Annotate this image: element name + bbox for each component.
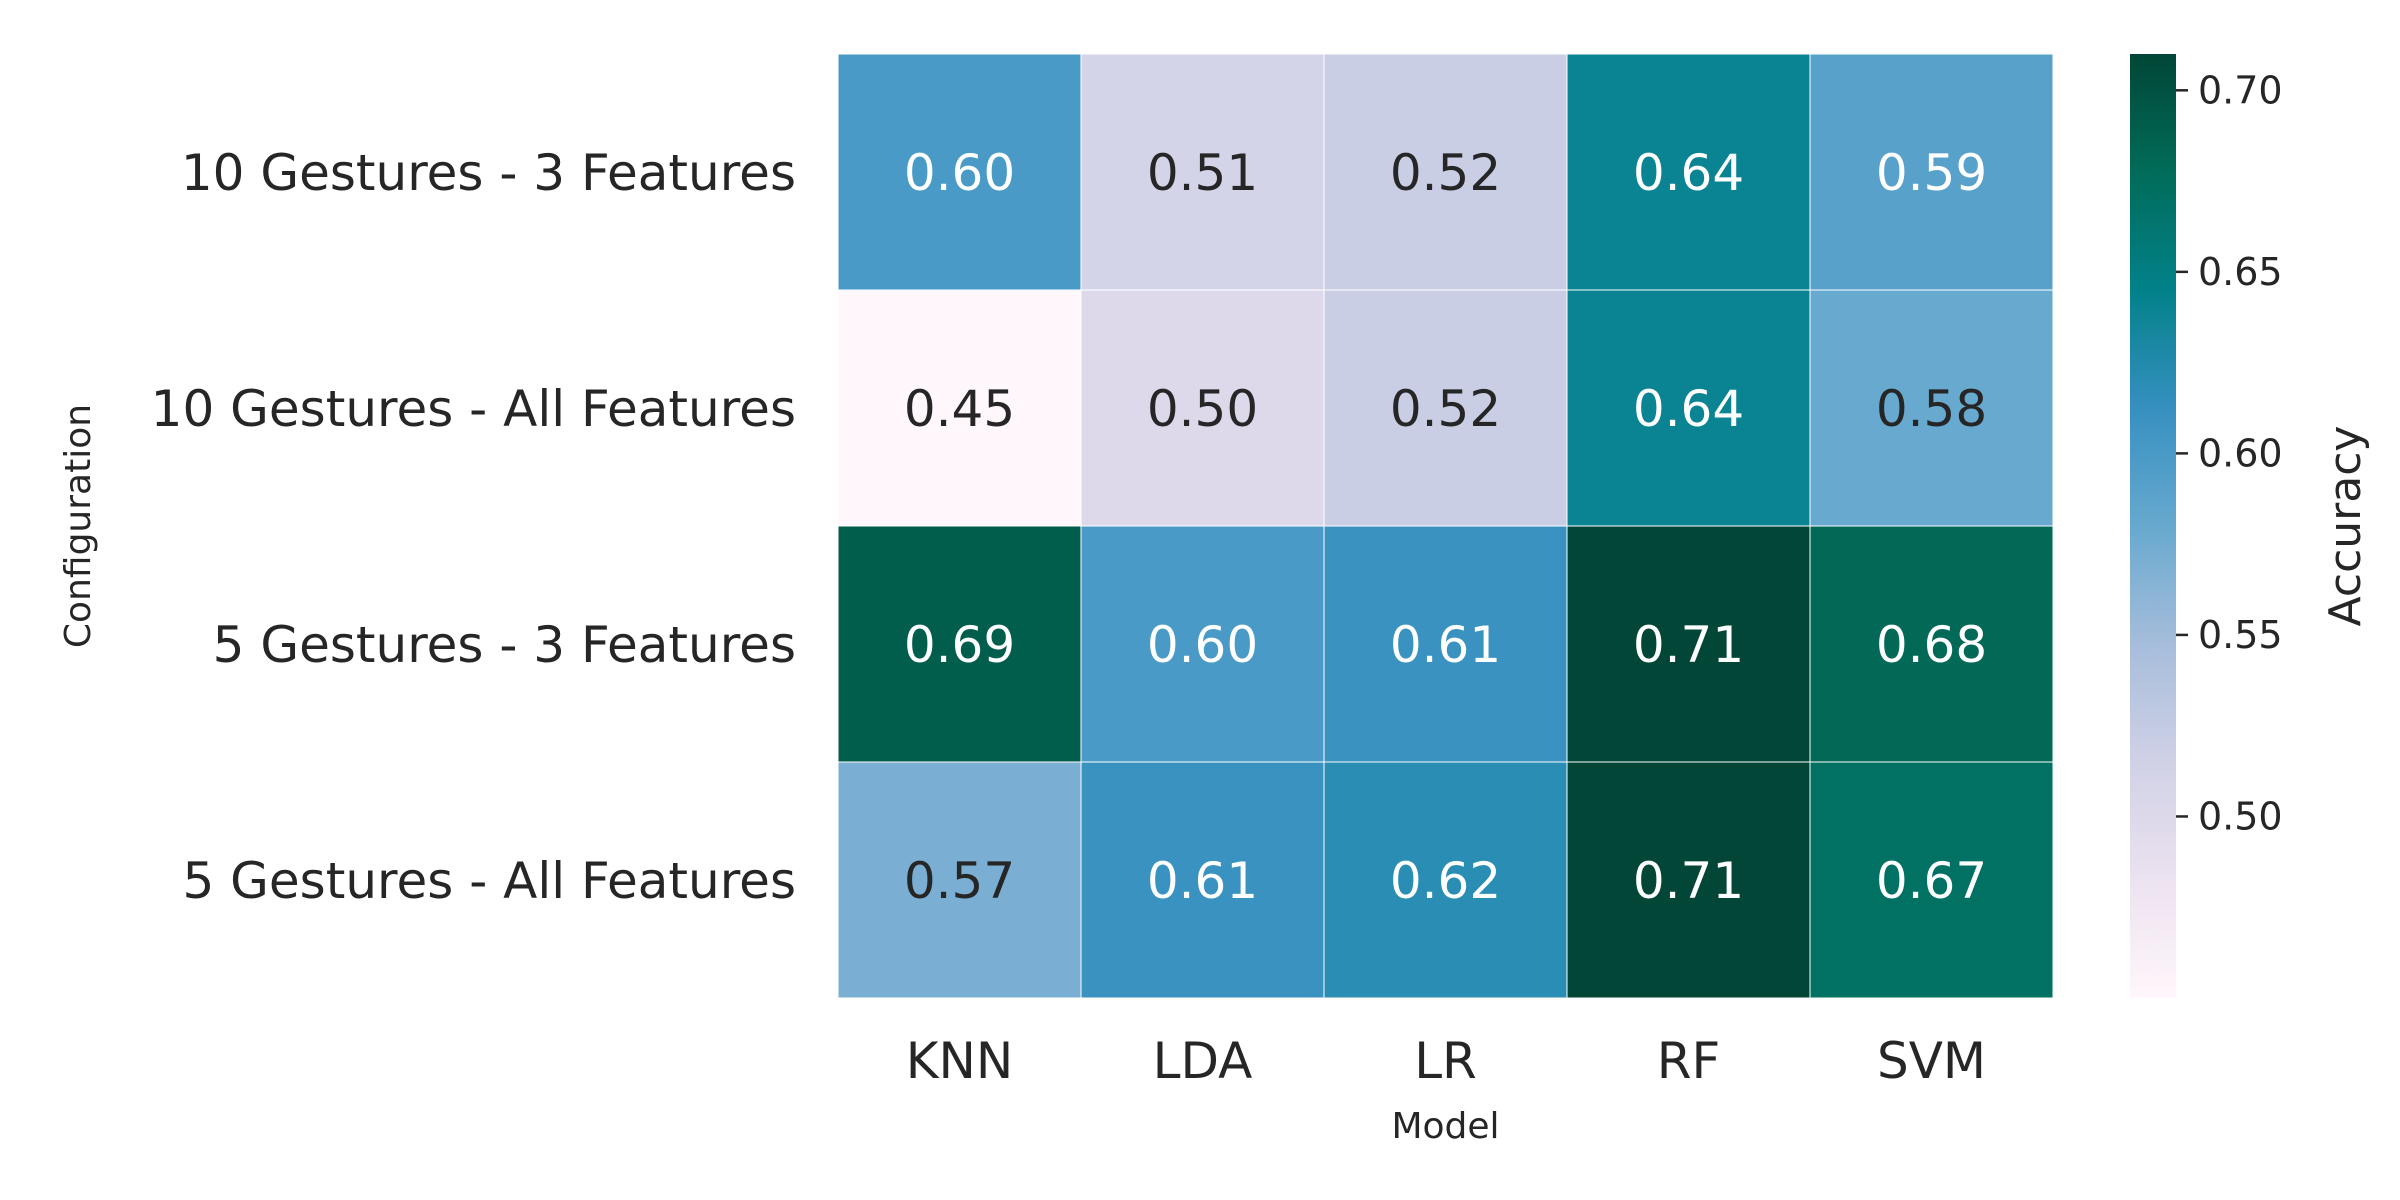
heatmap-cell <box>1809 525 2054 763</box>
colorbar-tick-label: 0.60 <box>2198 431 2283 475</box>
x-axis-tick-label: LR <box>1414 1032 1477 1090</box>
heatmap-cell-label: 0.52 <box>1390 144 1501 202</box>
heatmap-cell <box>1566 761 1811 999</box>
heatmap-cell <box>1080 289 1325 527</box>
heatmap-cell-label: 0.58 <box>1876 380 1987 438</box>
heatmap-cell <box>1323 525 1568 763</box>
heatmap-cell-label: 0.67 <box>1876 852 1987 910</box>
heatmap-cell <box>1566 53 1811 291</box>
x-axis-tick-label: KNN <box>906 1032 1014 1090</box>
heatmap-cell <box>1566 525 1811 763</box>
heatmap-cell <box>1809 53 2054 291</box>
heatmap-cell <box>1080 53 1325 291</box>
heatmap-cell-label: 0.52 <box>1390 380 1501 438</box>
heatmap-cell-label: 0.64 <box>1633 144 1744 202</box>
heatmap-cell <box>1323 53 1568 291</box>
heatmap-cell-label: 0.60 <box>1147 616 1258 674</box>
heatmap-cell <box>837 289 1082 527</box>
y-axis-title: Configuration <box>58 404 99 648</box>
heatmap-cell <box>1080 525 1325 763</box>
heatmap-cell-labels: 0.60 0.51 0.52 0.64 0.59 0.45 0.50 0.52 0.64 0.58… <box>904 144 1987 910</box>
colorbar: 0.50 0.55 0.60 0.65 0.70 Accuracy <box>2130 54 2371 998</box>
x-axis-tick-label: LDA <box>1153 1032 1253 1090</box>
heatmap-cell-label: 0.50 <box>1147 380 1258 438</box>
heatmap-cell-label: 0.57 <box>904 852 1015 910</box>
heatmap-cell-label: 0.71 <box>1633 852 1744 910</box>
heatmap-cell-label: 0.68 <box>1876 616 1987 674</box>
colorbar-title: Accuracy <box>2320 426 2371 627</box>
colorbar-tick-label: 0.55 <box>2198 613 2283 657</box>
x-axis-tick-labels: KNN LDA LR RF SVM <box>906 1032 1986 1090</box>
heatmap-cell-label: 0.61 <box>1147 852 1258 910</box>
heatmap-cell-label: 0.45 <box>904 380 1015 438</box>
colorbar-tick-label: 0.70 <box>2198 68 2283 112</box>
heatmap-cell-label: 0.64 <box>1633 380 1744 438</box>
y-axis-tick-label: 5 Gestures - All Features <box>182 852 796 910</box>
colorbar-gradient-bar <box>2130 54 2176 998</box>
heatmap-cell <box>1323 761 1568 999</box>
heatmap-cell-label: 0.62 <box>1390 852 1501 910</box>
x-axis-tick-label: SVM <box>1877 1032 1986 1090</box>
heatmap-cell-label: 0.69 <box>904 616 1015 674</box>
heatmap-cell-label: 0.59 <box>1876 144 1987 202</box>
heatmap-cell <box>1323 289 1568 527</box>
heatmap-cell-label: 0.60 <box>904 144 1015 202</box>
y-axis-tick-label: 5 Gestures - 3 Features <box>213 616 796 674</box>
heatmap-cell <box>837 53 1082 291</box>
y-axis-tick-label: 10 Gestures - 3 Features <box>181 144 796 202</box>
heatmap-cell-label: 0.61 <box>1390 616 1501 674</box>
heatmap-cell <box>1809 289 2054 527</box>
y-axis-tick-labels: 10 Gestures - 3 Features 10 Gestures - Al… <box>151 144 796 910</box>
heatmap-cell-label: 0.71 <box>1633 616 1744 674</box>
x-axis-title: Model <box>1391 1106 1499 1147</box>
heatmap-cell <box>1809 761 2054 999</box>
heatmap-cells <box>837 53 2054 999</box>
x-axis-tick-label: RF <box>1657 1032 1721 1090</box>
colorbar-tick-label: 0.50 <box>2198 794 2283 838</box>
y-axis-tick-label: 10 Gestures - All Features <box>151 380 796 438</box>
colorbar-tick-label: 0.65 <box>2198 250 2283 294</box>
heatmap-cell-label: 0.51 <box>1147 144 1258 202</box>
colorbar-ticks: 0.50 0.55 0.60 0.65 0.70 <box>2176 68 2283 838</box>
heatmap-cell <box>837 761 1082 999</box>
heatmap-cell <box>1080 761 1325 999</box>
